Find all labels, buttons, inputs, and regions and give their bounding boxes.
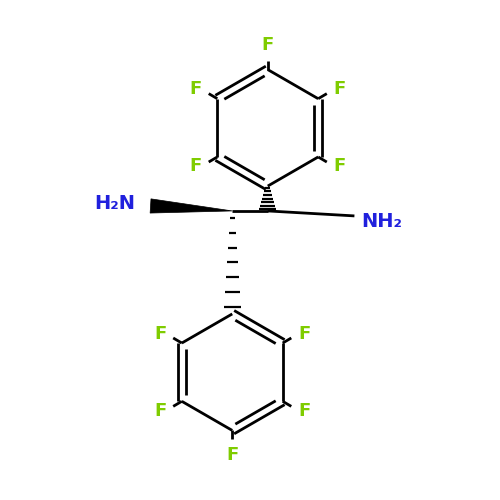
Text: F: F [334, 157, 346, 175]
Text: F: F [154, 402, 166, 419]
Text: F: F [298, 325, 310, 343]
Text: F: F [262, 36, 274, 54]
Text: F: F [334, 80, 346, 98]
Text: F: F [298, 402, 310, 419]
Text: H₂N: H₂N [94, 194, 135, 212]
Text: F: F [154, 325, 166, 343]
Text: F: F [226, 446, 238, 464]
Text: F: F [190, 80, 202, 98]
Polygon shape [150, 199, 232, 213]
Text: F: F [190, 157, 202, 175]
Text: NH₂: NH₂ [362, 212, 403, 231]
